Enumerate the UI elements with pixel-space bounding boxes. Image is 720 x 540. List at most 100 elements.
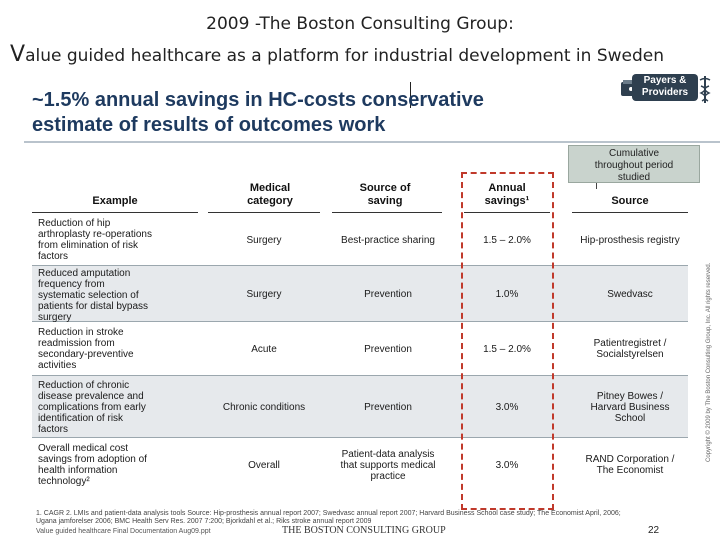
caduceus-icon — [699, 76, 711, 103]
cell-category: Overall — [208, 460, 320, 471]
header-annual-savings: Annual savings¹ — [462, 182, 552, 208]
cell-category: Surgery — [208, 289, 320, 300]
cell-annual-savings: 1.5 – 2.0% — [483, 344, 531, 355]
example-line: factors — [38, 251, 69, 262]
example-line: surgery — [38, 312, 72, 323]
header-underline — [572, 212, 688, 213]
slide-subtitle: Value guided healthcare as a platform fo… — [10, 42, 720, 67]
footer-doc-name: Value guided healthcare Final Documentat… — [36, 528, 211, 535]
cell-source-of-saving: Prevention — [330, 289, 446, 300]
callout-connector — [596, 183, 597, 189]
table-row: Reduced amputation frequency from systemat… — [32, 266, 688, 323]
example-line: savings from adoption of — [38, 454, 147, 465]
footnote: 1. CAGR 2. LMIs and patient-data analysi… — [36, 510, 676, 526]
example-line: patients for distal bypass — [38, 301, 149, 312]
callout-line-2: throughout period — [594, 160, 674, 171]
tag-line-1: Payers & — [643, 75, 687, 86]
header-source: Source — [611, 195, 649, 207]
headline-line-1: ~1.5% annual savings in HC-costs conserv… — [32, 89, 484, 111]
table-row: Reduction in stroke readmission from secon… — [32, 322, 688, 376]
cumulative-callout: Cumulative throughout period studied — [568, 145, 700, 183]
cell-annual-savings: 3.0% — [495, 402, 519, 413]
header-category-l1: Medical — [249, 182, 291, 194]
callout-line-3: studied — [617, 172, 651, 183]
cell-annual-savings: 1.0% — [495, 289, 519, 300]
cell-category: Chronic conditions — [208, 402, 320, 413]
cell-source-line: RAND Corporation / — [585, 454, 675, 465]
slide-top-title: 2009 -The Boston Consulting Group: — [206, 14, 514, 34]
cell-category-line: Overall — [248, 460, 280, 471]
cell-example: Overall medical cost savings from adoptio… — [38, 443, 198, 487]
header-annual-l2: savings¹ — [484, 195, 530, 207]
cell-category-line: Surgery — [246, 235, 282, 246]
example-line: identification of risk — [38, 413, 124, 424]
example-line: Reduction in stroke — [38, 327, 124, 338]
cell-source-of-saving-line: that supports medical — [340, 460, 436, 471]
example-line: arthroplasty re-operations — [38, 229, 152, 240]
headline-line-2: estimate of results of outcomes work — [32, 114, 386, 136]
cell-source-of-saving-line: Prevention — [364, 289, 412, 300]
savings-table: Example Medical category Source of savin… — [32, 178, 688, 492]
example-line: systematic selection of — [38, 290, 139, 301]
payers-providers-tag: Payers & Providers — [620, 72, 711, 106]
cell-source-of-saving: Prevention — [330, 402, 446, 413]
header-underline — [332, 212, 442, 213]
headline-divider — [24, 141, 720, 143]
example-line: health information — [38, 465, 118, 476]
cell-source-line: School — [614, 413, 646, 424]
cell-source: Pitney Bowes / Harvard Business School — [572, 391, 688, 424]
table-body: Reduction of hip arthroplasty re-operatio… — [32, 214, 688, 492]
cell-source: Patientregistret / Socialstyrelsen — [572, 338, 688, 360]
example-line: readmission from — [38, 338, 115, 349]
example-line: factors — [38, 424, 69, 435]
cell-source: Hip-prosthesis registry — [572, 235, 688, 246]
footnote-line-1: 1. CAGR 2. LMIs and patient-data analysi… — [36, 510, 621, 517]
slide-headline: ~1.5% annual savings in HC-costs conserv… — [32, 88, 572, 138]
tag-label: Payers & Providers — [632, 74, 698, 101]
example-line: Reduced amputation — [38, 268, 131, 279]
header-category: Medical category — [210, 182, 330, 208]
example-line: Reduction of chronic — [38, 380, 130, 391]
table-header: Example Medical category Source of savin… — [32, 178, 688, 214]
example-line: from elimination of risk — [38, 240, 139, 251]
header-underline — [464, 212, 550, 213]
cell-source-line: The Economist — [596, 465, 664, 476]
example-line: activities — [38, 360, 77, 371]
example-line: frequency from — [38, 279, 105, 290]
cell-source-line: Swedvasc — [607, 289, 653, 300]
cell-example: Reduction of hip arthroplasty re-operatio… — [38, 218, 198, 262]
header-category-l2: category — [247, 195, 293, 207]
cell-category-line: Chronic conditions — [222, 402, 306, 413]
cell-category-line: Surgery — [246, 289, 282, 300]
cell-source-of-saving: Prevention — [330, 344, 446, 355]
cell-source: Swedvasc — [572, 289, 688, 300]
header-source-saving: Source of saving — [330, 182, 440, 208]
cell-category-line: Acute — [251, 344, 277, 355]
cell-example: Reduction of chronic disease prevalence a… — [38, 380, 198, 435]
table-row: Overall medical cost savings from adoptio… — [32, 438, 688, 492]
copyright-notice: Copyright © 2009 by The Boston Consultin… — [706, 262, 712, 462]
example-line: complications from early — [38, 402, 146, 413]
subtitle-initial: V — [10, 42, 26, 67]
example-line: disease prevalence and — [38, 391, 144, 402]
cell-source-line: Patientregistret / — [593, 338, 667, 349]
header-source-saving-l1: Source of — [359, 182, 411, 194]
cell-annual-savings: 1.5 – 2.0% — [483, 235, 531, 246]
cell-source: RAND Corporation / The Economist — [572, 454, 688, 476]
header-source-saving-l2: saving — [367, 195, 403, 207]
cell-source-of-saving-line: Patient-data analysis — [341, 449, 435, 460]
example-line: Reduction of hip — [38, 218, 111, 229]
footnote-line-2: Ugana jamforelser 2006; BMC Health Serv … — [36, 518, 372, 525]
cell-category: Surgery — [208, 235, 320, 246]
cell-source-line: Pitney Bowes / — [596, 391, 664, 402]
tag-line-2: Providers — [641, 87, 689, 98]
header-underline — [208, 212, 320, 213]
cell-source-of-saving-line: Prevention — [364, 344, 412, 355]
header-underline — [32, 212, 198, 213]
page-number: 22 — [648, 525, 660, 536]
cell-source-of-saving: Patient-data analysis that supports medic… — [330, 449, 446, 482]
text-cursor — [410, 82, 411, 108]
cell-annual-savings: 3.0% — [495, 460, 519, 471]
header-example: Example — [92, 195, 138, 207]
example-line: Overall medical cost — [38, 443, 129, 454]
